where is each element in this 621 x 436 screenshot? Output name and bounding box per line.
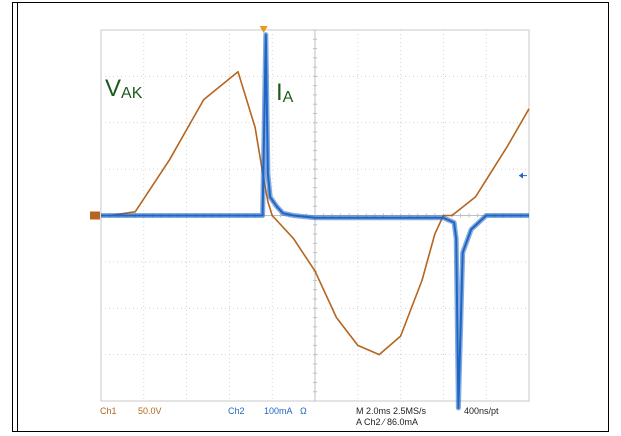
- record-length: 400ns/pt: [464, 406, 499, 416]
- series-line-vak: [101, 70, 530, 356]
- ia-label-sub: A: [283, 89, 294, 106]
- ch1-label: Ch1: [100, 406, 117, 416]
- trigger-level-arrowhead: [519, 172, 523, 179]
- vak-label-sub: AK: [121, 85, 143, 102]
- trigger-readout: A Ch2 ⁄ 86.0mA: [356, 417, 418, 427]
- ch1-scale: 50.0V: [138, 406, 162, 416]
- series-label-vak: VAK: [105, 75, 143, 102]
- ch2-label: Ch2: [228, 406, 245, 416]
- ia-label-main: I: [276, 79, 283, 106]
- series-label-ia: IA: [276, 79, 294, 106]
- status-bar: Ch1 50.0V Ch2 100mA Ω M 2.0ms 2.5MS/s 40…: [100, 406, 499, 427]
- ch1-ground-marker: [90, 211, 100, 220]
- markers: [90, 26, 527, 220]
- traces: [101, 32, 530, 411]
- frame-divider: [17, 2, 18, 432]
- ch2-scale: 100mA: [264, 406, 293, 416]
- vak-label-main: V: [105, 75, 121, 102]
- figure-frame: [12, 2, 609, 432]
- series-noise-band: [101, 32, 529, 411]
- trigger-position-marker: [259, 26, 268, 33]
- ch2-coupling: Ω: [300, 406, 307, 416]
- timebase: M 2.0ms 2.5MS/s: [356, 406, 427, 416]
